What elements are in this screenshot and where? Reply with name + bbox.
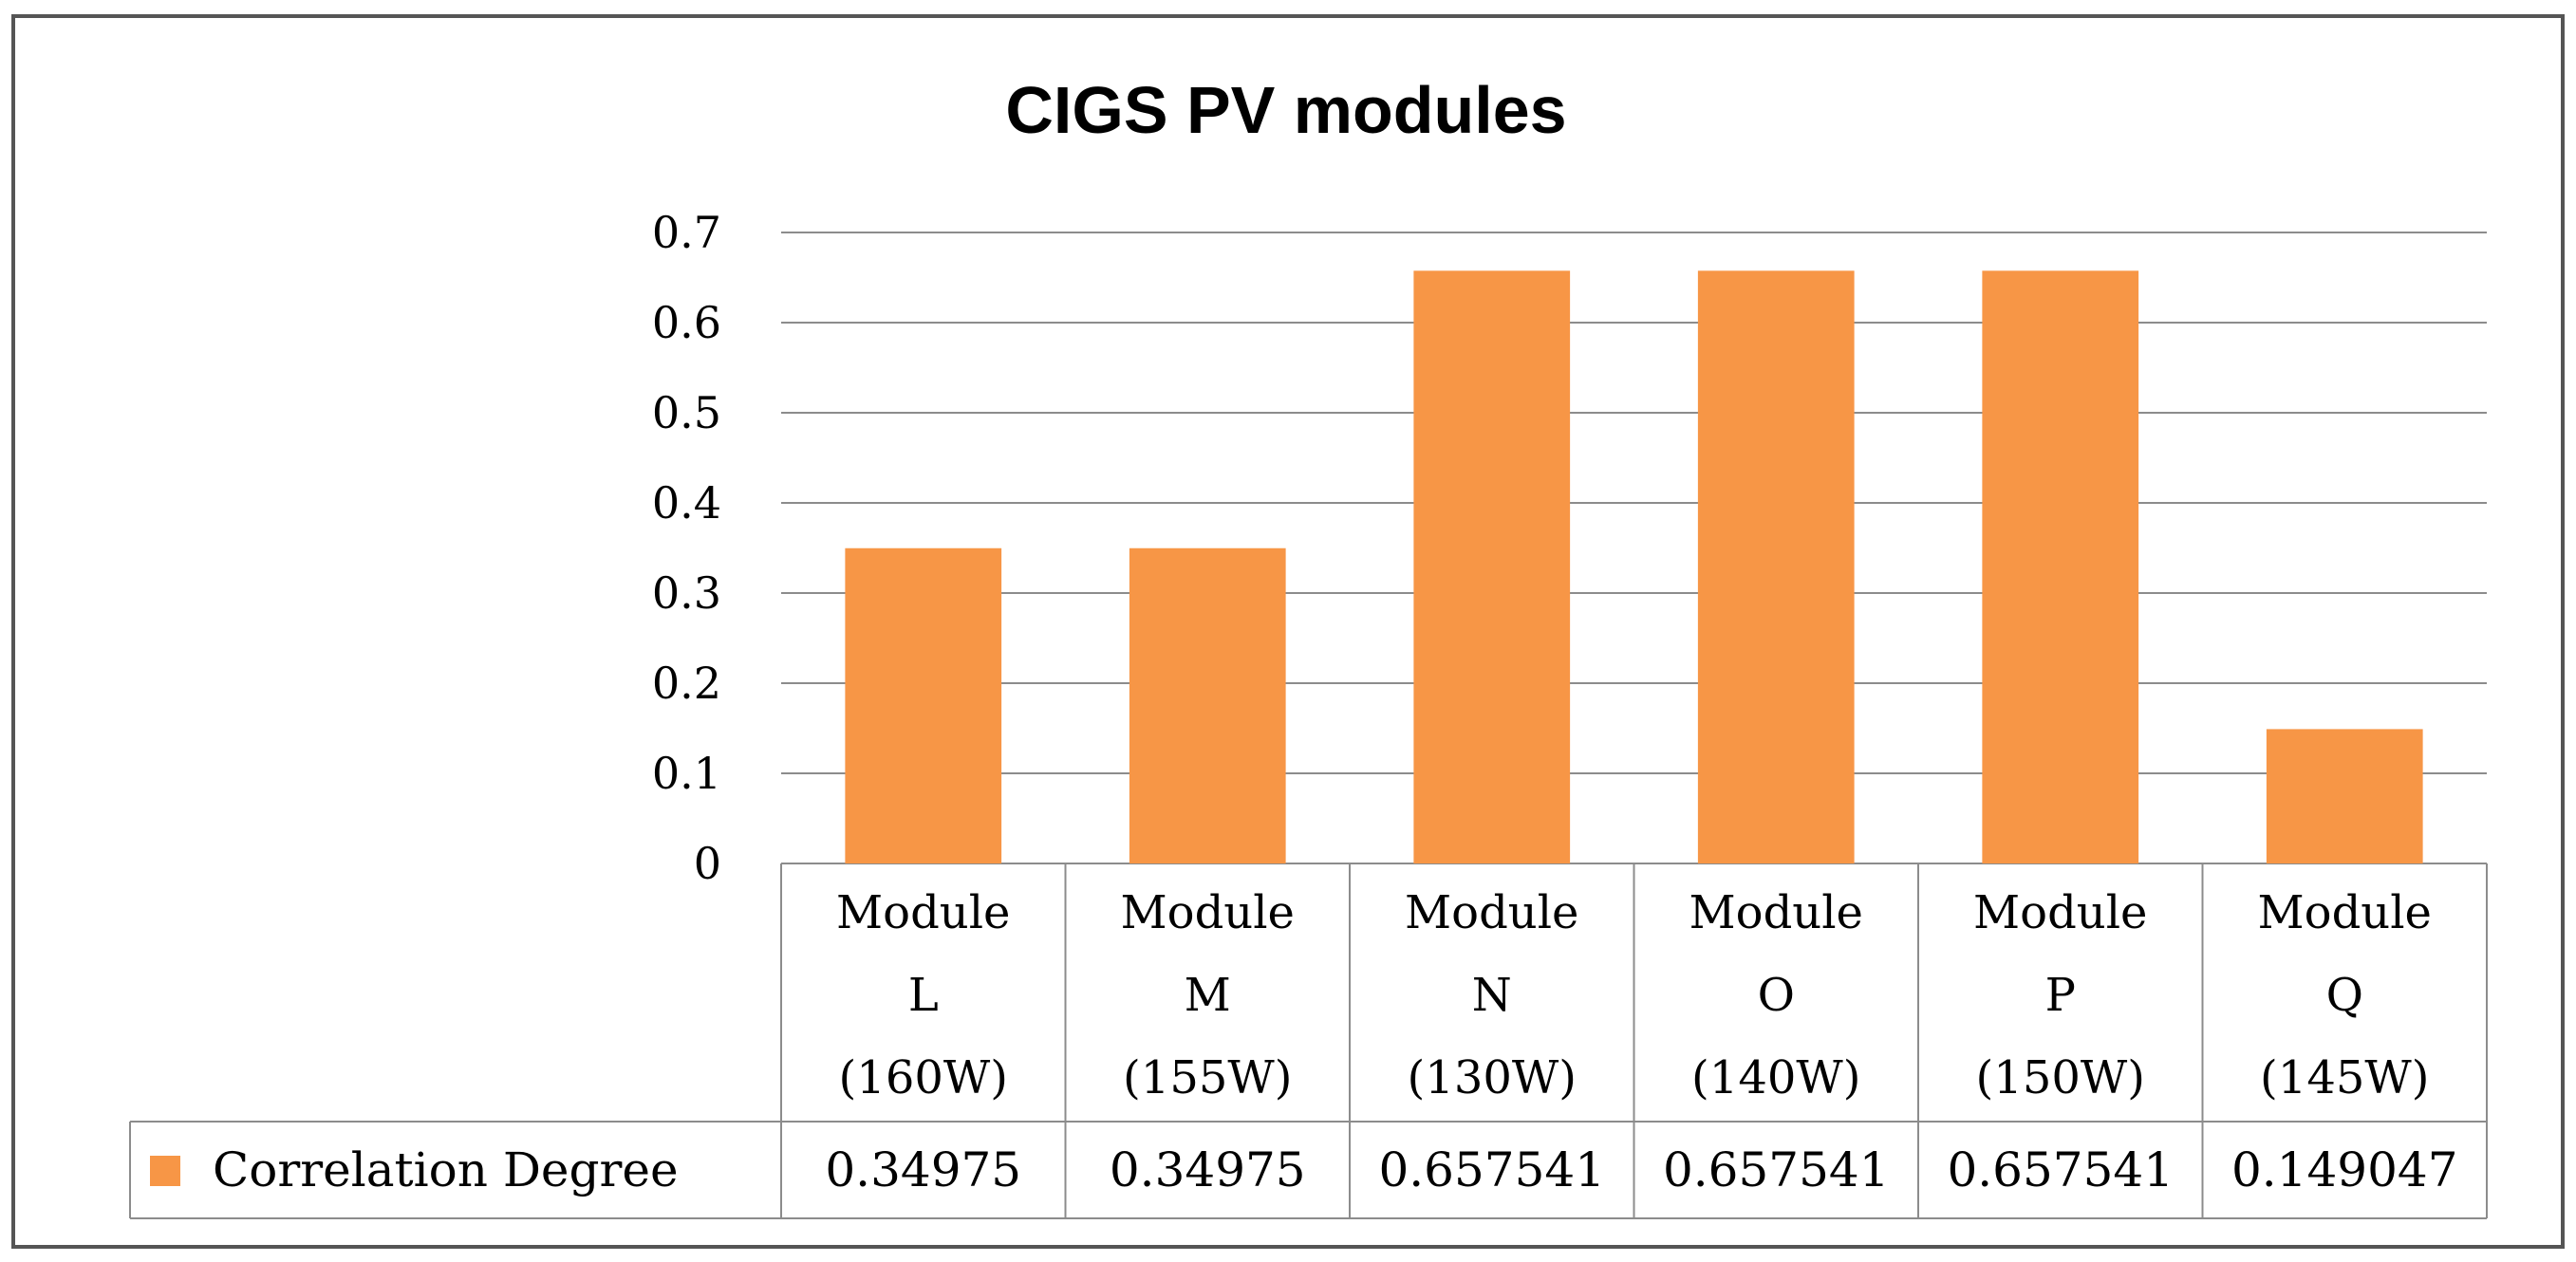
data-label: 0.34975 bbox=[825, 1142, 1021, 1197]
x-category-label: Module N (130W) bbox=[1405, 886, 1578, 1104]
x-category-label: Module L (160W) bbox=[836, 886, 1010, 1104]
y-tick-label: 0.1 bbox=[652, 748, 721, 799]
y-tick-label: 0.3 bbox=[652, 567, 721, 619]
y-tick-label: 0.5 bbox=[652, 387, 721, 438]
bar bbox=[2266, 729, 2423, 863]
x-category-label: Module M (155W) bbox=[1121, 886, 1295, 1104]
bar bbox=[845, 547, 1002, 863]
legend-label: Correlation Degree bbox=[213, 1142, 679, 1197]
bar bbox=[1413, 270, 1571, 863]
data-label: 0.657541 bbox=[1663, 1142, 1890, 1197]
chart-title: CIGS PV modules bbox=[1005, 73, 1566, 147]
y-tick-label: 0.7 bbox=[652, 207, 721, 258]
bars bbox=[845, 270, 2423, 863]
data-table: Module L (160W) Module M (155W) Module N (130W) M… bbox=[129, 863, 2488, 1219]
data-label: 0.34975 bbox=[1110, 1142, 1306, 1197]
legend-swatch bbox=[150, 1156, 180, 1186]
y-tick-label: 0.2 bbox=[652, 658, 721, 709]
x-category-label: Module O (140W) bbox=[1689, 886, 1863, 1104]
bar bbox=[1697, 270, 1855, 863]
y-tick-label: 0.6 bbox=[652, 297, 721, 348]
bar bbox=[1982, 270, 2139, 863]
x-category-label: Module P (150W) bbox=[1973, 886, 2147, 1104]
y-tick-label: 0 bbox=[694, 838, 721, 889]
y-axis-ticks: 0 0.1 0.2 0.3 0.4 0.5 0.6 0.7 bbox=[652, 207, 721, 889]
data-label: 0.657541 bbox=[1947, 1142, 2174, 1197]
bar bbox=[1129, 547, 1286, 863]
y-tick-label: 0.4 bbox=[652, 477, 721, 529]
data-label: 0.657541 bbox=[1378, 1142, 1605, 1197]
data-label: 0.149047 bbox=[2231, 1142, 2458, 1197]
x-category-label: Module Q (145W) bbox=[2258, 886, 2432, 1104]
